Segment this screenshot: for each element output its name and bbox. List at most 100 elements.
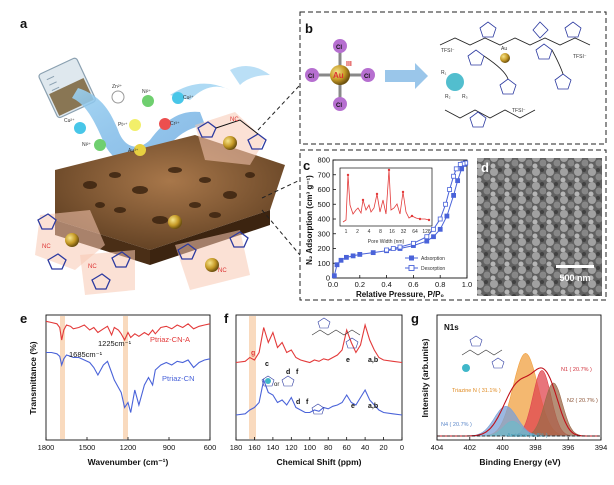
inset-xtick-label: 4 <box>368 229 371 235</box>
svg-text:NC: NC <box>230 117 239 123</box>
svg-text:Pt⁴⁺: Pt⁴⁺ <box>118 122 128 128</box>
panel-e-label: e <box>20 311 27 326</box>
svg-text:NC: NC <box>88 264 97 270</box>
inset-xtick-label: 16 <box>389 229 395 235</box>
c-xtick-label: 0.2 <box>355 280 365 289</box>
f-series-line-1 <box>235 322 403 364</box>
c-series-2-point <box>384 247 390 253</box>
svg-text:NC: NC <box>218 268 227 274</box>
inset-xtick-label: 8 <box>379 229 382 235</box>
panel-f-structures <box>261 317 361 415</box>
g-xtick-label: 398 <box>529 443 542 452</box>
f-xtick-label: 40 <box>361 443 369 452</box>
ion-cr: Cr³⁺ <box>159 118 180 130</box>
svg-text:a,b: a,b <box>368 403 378 410</box>
svg-text:Au: Au <box>333 71 344 80</box>
c-series-2-point <box>443 201 448 207</box>
e-xtick-label: 1500 <box>79 443 96 452</box>
svg-text:Cr³⁺: Cr³⁺ <box>170 121 180 127</box>
c-ytick-label: 800 <box>317 156 330 165</box>
annot-1685: 1685cm⁻¹ <box>69 350 103 359</box>
panel-g-label: g <box>411 311 419 326</box>
panel-c-xlabel: Relative Pressure, P/P₀ <box>356 290 444 299</box>
svg-text:Cu²⁺: Cu²⁺ <box>183 95 194 101</box>
svg-text:TFSI⁻: TFSI⁻ <box>512 108 526 114</box>
svg-text:f: f <box>296 369 299 376</box>
e-series-line-1 <box>45 320 211 342</box>
inset-xtick-label: 2 <box>356 229 359 235</box>
panel-c: c 0 100 200 300 400 500 600 700 800 0.0 0.2 0.4 0.6… <box>303 156 472 300</box>
panel-f-x-ticks: 180 160 140 120 100 80 60 40 20 0 <box>230 437 404 452</box>
panel-c-x-ticks: 0.0 0.2 0.4 0.6 0.8 1.0 <box>328 275 472 289</box>
inset-xtick-label: 128 <box>422 229 431 235</box>
f-xtick-label: 80 <box>324 443 332 452</box>
annot-1225: 1225cm⁻¹ <box>98 339 132 348</box>
band-1685 <box>60 316 65 439</box>
label-ptriaz-cn-a: Ptriaz-CN-A <box>150 335 190 344</box>
panel-b-label: b <box>305 21 313 36</box>
c-series-1-point <box>370 250 376 256</box>
c-series-2-point <box>397 244 403 250</box>
f-xtick-label: 160 <box>248 443 261 452</box>
e-xtick-label: 600 <box>204 443 217 452</box>
inset-xlabel: Pore Width (nm) <box>368 239 405 245</box>
svg-text:e: e <box>351 403 355 410</box>
metal-center-sphere <box>446 73 464 91</box>
c-series-2-point <box>437 216 443 222</box>
label-ptriaz-cn: Ptriaz-CN <box>162 374 195 383</box>
panel-f-peak-labels: g c d f e a,b d f e a,b <box>251 350 378 410</box>
panel-a-label: a <box>20 16 28 31</box>
panel-cd <box>299 149 607 301</box>
c-series-1-point <box>357 251 363 257</box>
c-ytick-label: 400 <box>317 215 330 224</box>
g-xtick-label: 404 <box>431 443 444 452</box>
c-series-1-point <box>334 262 340 268</box>
c-xtick-label: 0.0 <box>328 280 338 289</box>
g-xtick-label: 400 <box>496 443 509 452</box>
panel-d-label: d <box>481 160 489 175</box>
svg-text:Cl: Cl <box>336 103 342 109</box>
c-series-2-point <box>424 234 430 240</box>
svg-text:f: f <box>306 399 309 406</box>
c-xtick-label: 0.4 <box>381 280 391 289</box>
svg-text:N2 ( 20.7% ): N2 ( 20.7% ) <box>567 398 598 404</box>
svg-text:N1 ( 20.7% ): N1 ( 20.7% ) <box>561 367 592 373</box>
panel-e-series <box>45 320 211 413</box>
panel-c-ylabel: N₂ Adsorption (cm³ g⁻¹) <box>305 175 314 265</box>
water-stream <box>72 88 205 168</box>
au-site <box>500 53 510 63</box>
linker-bottom-right: NC <box>175 230 250 290</box>
svg-text:a,b: a,b <box>368 357 378 364</box>
c-series-1-point <box>350 253 356 259</box>
reaction-arrow <box>385 63 428 89</box>
band-1225 <box>123 316 128 439</box>
f-xtick-label: 0 <box>400 443 404 452</box>
panel-f-xlabel: Chemical Shift (ppm) <box>276 457 361 467</box>
f-xtick-label: 100 <box>304 443 317 452</box>
c-ytick-label: 300 <box>317 229 330 238</box>
aucl4-complex: Cl Cl Cl Cl Au III <box>305 39 375 111</box>
panel-d: d 500 nm <box>477 158 602 296</box>
metal-center-sphere-g <box>462 364 470 372</box>
c-series-1-point <box>331 273 337 279</box>
g-xtick-label: 402 <box>464 443 477 452</box>
svg-text:d: d <box>286 369 290 376</box>
svg-text:Cu²⁺: Cu²⁺ <box>64 118 75 124</box>
svg-text:Amidine ( 6.8% ): Amidine ( 6.8% ) <box>507 433 548 439</box>
panel-g-structures <box>461 335 505 369</box>
metal-ions: Zn²⁺ Ni²⁺ Cu²⁺ Pt⁴⁺ Cr³⁺ Cu²⁺ Ni²⁺ Au³⁺ <box>64 84 194 156</box>
c-xtick-label: 1.0 <box>462 280 472 289</box>
svg-text:TFSI⁻: TFSI⁻ <box>573 54 587 60</box>
svg-text:NC: NC <box>42 244 51 250</box>
panel-f-series <box>235 322 403 416</box>
f-xtick-label: 20 <box>379 443 387 452</box>
f-xtick-label: 180 <box>230 443 243 452</box>
c-series-2-point <box>390 246 396 251</box>
scale-bar <box>556 265 594 268</box>
svg-text:Zn²⁺: Zn²⁺ <box>112 84 123 90</box>
svg-text:Cl: Cl <box>364 74 370 80</box>
svg-text:Triazine N ( 31.1% ): Triazine N ( 31.1% ) <box>452 388 501 394</box>
panel-c-legend: Adsorption Desorption <box>405 255 445 272</box>
panel-b: b Cl Cl Cl Cl Au III <box>299 11 607 145</box>
panel-c-y-ticks: 0 100 200 300 400 500 600 700 800 <box>317 156 336 283</box>
